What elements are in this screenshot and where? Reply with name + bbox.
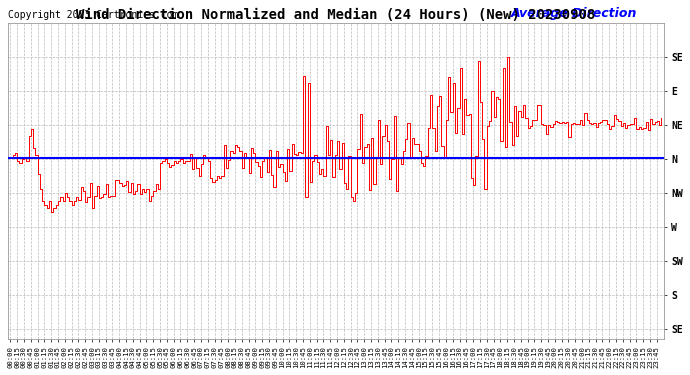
Title: Wind Direction Normalized and Median (24 Hours) (New) 20230908: Wind Direction Normalized and Median (24… <box>77 8 595 22</box>
Text: Average Direction: Average Direction <box>511 7 638 20</box>
Text: Copyright 2023 Cartronics.com: Copyright 2023 Cartronics.com <box>8 10 179 20</box>
